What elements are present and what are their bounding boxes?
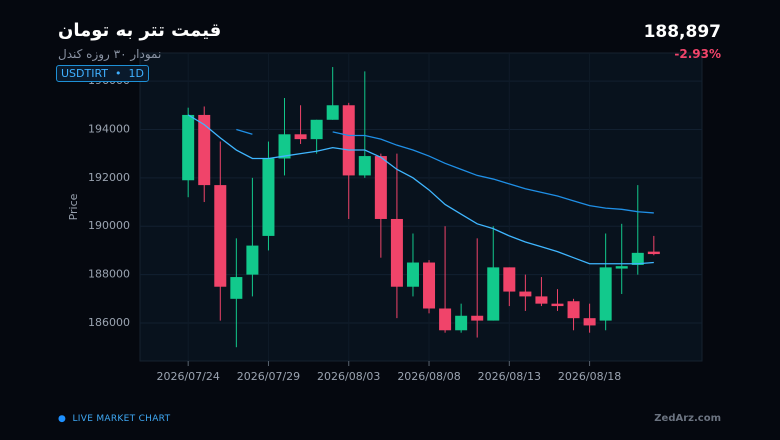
candle-body bbox=[615, 266, 628, 269]
candle-body bbox=[182, 114, 195, 181]
candle-body bbox=[374, 156, 387, 219]
candle-body bbox=[214, 185, 227, 287]
moving-average bbox=[236, 128, 654, 214]
y-axis-label: Price bbox=[67, 193, 80, 220]
change: -2.93% bbox=[674, 47, 721, 61]
symbol-badge[interactable]: USDTIRT • 1D bbox=[56, 65, 149, 82]
candle-body bbox=[471, 315, 484, 321]
x-tick-label: 2026/07/24 bbox=[156, 370, 219, 383]
subtitle: نمودار ۳۰ روزه کندل bbox=[58, 47, 162, 61]
candle-body bbox=[342, 105, 355, 176]
candle-body bbox=[326, 105, 339, 120]
x-tick-label: 2026/08/18 bbox=[558, 370, 621, 383]
x-tick-label: 2026/08/03 bbox=[317, 370, 380, 383]
x-tick-label: 2026/08/13 bbox=[478, 370, 541, 383]
candle-body bbox=[487, 267, 500, 321]
x-tick-label: 2026/07/29 bbox=[237, 370, 300, 383]
candle-body bbox=[455, 315, 468, 331]
candle-body bbox=[439, 308, 452, 331]
candle-body bbox=[246, 245, 259, 275]
candle-body bbox=[599, 267, 612, 321]
status: ● LIVE MARKET CHART bbox=[58, 414, 171, 424]
candle-body bbox=[310, 119, 323, 140]
y-tick-label: 192000 bbox=[88, 171, 130, 184]
interval: 1D bbox=[128, 67, 144, 80]
status-text: LIVE MARKET CHART bbox=[72, 414, 171, 424]
candle-body bbox=[551, 303, 564, 307]
candle-body bbox=[535, 296, 548, 304]
candle-body bbox=[519, 291, 532, 297]
candle-body bbox=[358, 156, 371, 176]
y-tick-label: 188000 bbox=[88, 268, 130, 281]
candle-body bbox=[503, 267, 516, 292]
candle-body bbox=[567, 301, 580, 319]
x-tick-label: 2026/08/08 bbox=[397, 370, 460, 383]
price: 188,897 bbox=[643, 22, 721, 42]
y-tick-label: 194000 bbox=[88, 122, 130, 135]
brand: ZedArz.com bbox=[654, 413, 721, 424]
candle-body bbox=[390, 218, 403, 287]
y-tick-label: 190000 bbox=[88, 219, 130, 232]
candle-body bbox=[631, 252, 644, 265]
symbol: USDTIRT bbox=[61, 67, 109, 80]
candle-body bbox=[294, 134, 307, 140]
title: قیمت تتر به تومان bbox=[58, 20, 222, 41]
candle-body bbox=[230, 277, 243, 299]
candle-body bbox=[583, 318, 596, 326]
y-tick-label: 186000 bbox=[88, 316, 130, 329]
candle-body bbox=[278, 134, 291, 159]
candle-body bbox=[647, 251, 660, 255]
candle-body bbox=[406, 262, 419, 287]
candle-body bbox=[198, 114, 211, 186]
candle-body bbox=[423, 262, 436, 309]
candle-body bbox=[262, 158, 275, 236]
moving-average bbox=[187, 114, 654, 265]
